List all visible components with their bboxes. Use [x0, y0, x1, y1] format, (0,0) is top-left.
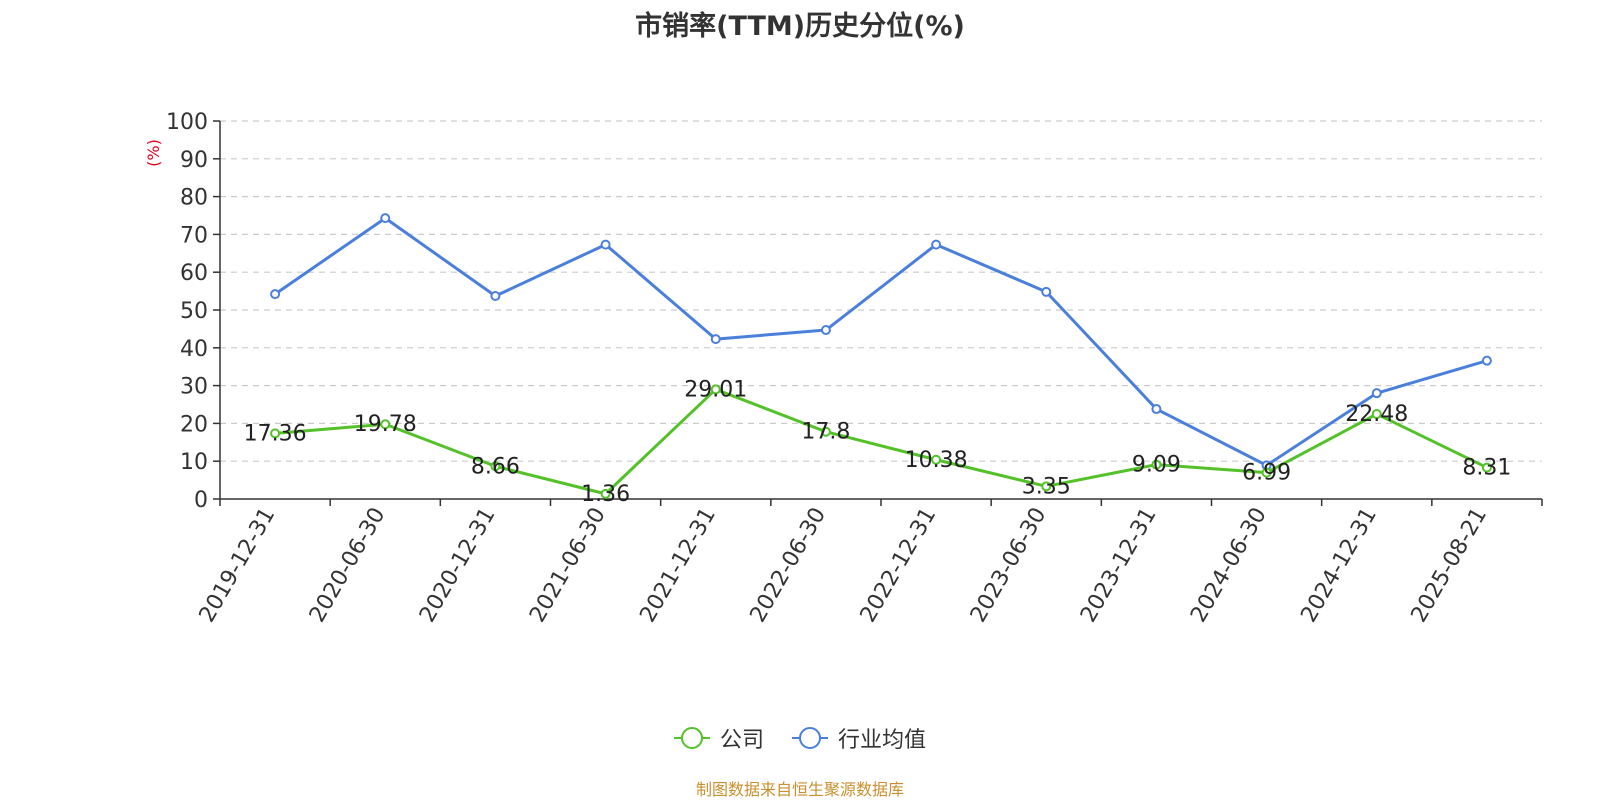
- legend: 公司 行业均值: [0, 722, 1600, 754]
- y-tick-label: 10: [180, 450, 208, 475]
- data-label-company: 19.78: [354, 412, 417, 437]
- x-tick-label: 2019-12-31: [195, 504, 281, 627]
- data-point-company: [380, 419, 391, 430]
- legend-line-circle-icon: [673, 727, 710, 749]
- data-point-industry-average: [1041, 286, 1052, 297]
- data-point-industry-average: [1151, 404, 1162, 415]
- x-tick-label: 2022-06-30: [746, 504, 832, 627]
- x-tick-label: 2023-12-31: [1076, 504, 1162, 627]
- x-tick-label: 2020-06-30: [305, 504, 391, 627]
- data-point-company: [490, 461, 501, 472]
- x-tick-label: 2020-12-31: [415, 503, 501, 626]
- series-line-company: [274, 387, 1488, 496]
- y-tick-label: 30: [180, 375, 208, 400]
- data-point-industry-average: [270, 289, 281, 300]
- y-tick-label: 80: [180, 186, 208, 211]
- axes: 0 10 20 30 40 50 60 70 80 90 100 2019-12-31 2020-06-…: [166, 110, 1543, 627]
- y-tick-label: 90: [180, 148, 208, 173]
- data-point-company: [1371, 409, 1382, 420]
- series-line-industry-average: [274, 216, 1488, 467]
- data-label-company: 22.48: [1345, 402, 1408, 427]
- data-label-company: 3.35: [1022, 474, 1071, 499]
- data-label-company: 9.09: [1132, 453, 1181, 478]
- legend-label-company: 公司: [719, 728, 764, 753]
- data-point-industry-average: [820, 325, 831, 336]
- y-tick-label: 50: [180, 299, 208, 324]
- data-label-company: 8.31: [1462, 456, 1511, 481]
- source-note: 制图数据来自恒生聚源数据库: [695, 780, 904, 799]
- x-tick-label: 2021-12-31: [635, 504, 721, 627]
- legend-item-company[interactable]: 公司: [673, 722, 764, 754]
- legend-line-circle-icon: [792, 727, 828, 749]
- data-point-company: [1261, 467, 1272, 478]
- data-point-company: [931, 454, 942, 465]
- x-tick-label: 2023-06-30: [966, 504, 1052, 627]
- y-tick-label: 100: [166, 110, 208, 135]
- x-tick-label: 2024-12-31: [1296, 504, 1382, 627]
- y-tick-label: 60: [180, 261, 208, 286]
- y-tick-label: 0: [194, 488, 208, 513]
- x-tick-label: 2022-12-31: [856, 503, 942, 626]
- data-point-company: [1481, 462, 1492, 473]
- data-labels: 17.36 19.78 8.66 1.36 29.01 17.8 10.38 3.35 9.09…: [244, 377, 1512, 507]
- y-tick-label: 20: [180, 412, 208, 437]
- data-point-industry-average: [380, 213, 391, 224]
- data-label-company: 10.38: [905, 448, 968, 473]
- legend-label-industry-average: 行业均值: [838, 728, 927, 753]
- y-axis-unit: (%): [144, 139, 163, 167]
- series-lines: [270, 213, 1492, 499]
- data-point-industry-average: [1481, 355, 1492, 366]
- x-tick-label: 2021-06-30: [525, 504, 611, 627]
- grid-lines: [220, 120, 1542, 462]
- data-point-industry-average: [490, 291, 501, 302]
- y-tick-label: 40: [180, 337, 208, 362]
- data-point-company: [1151, 459, 1162, 470]
- data-point-industry-average: [1371, 388, 1382, 399]
- data-label-company: 17.36: [244, 421, 307, 446]
- data-point-industry-average: [600, 239, 611, 250]
- x-tick-label: 2025-08-21: [1407, 504, 1493, 627]
- data-point-company: [270, 428, 281, 439]
- data-label-company: 1.36: [581, 482, 630, 507]
- x-tick-label: 2024-06-30: [1186, 504, 1272, 627]
- chart-title: 市销率(TTM)历史分位(%): [635, 11, 965, 42]
- data-point-company: [600, 488, 611, 499]
- y-tick-label: 70: [180, 223, 208, 248]
- legend-item-industry-average[interactable]: 行业均值: [792, 722, 926, 754]
- data-point-company: [820, 426, 831, 437]
- data-label-company: 29.01: [684, 377, 747, 402]
- data-label-company: 6.99: [1242, 461, 1291, 486]
- data-label-company: 8.66: [471, 454, 520, 479]
- data-label-company: 17.8: [801, 420, 850, 445]
- data-point-company: [710, 384, 721, 395]
- data-point-industry-average: [931, 239, 942, 250]
- data-point-company: [1041, 481, 1052, 492]
- data-point-industry-average: [710, 334, 721, 345]
